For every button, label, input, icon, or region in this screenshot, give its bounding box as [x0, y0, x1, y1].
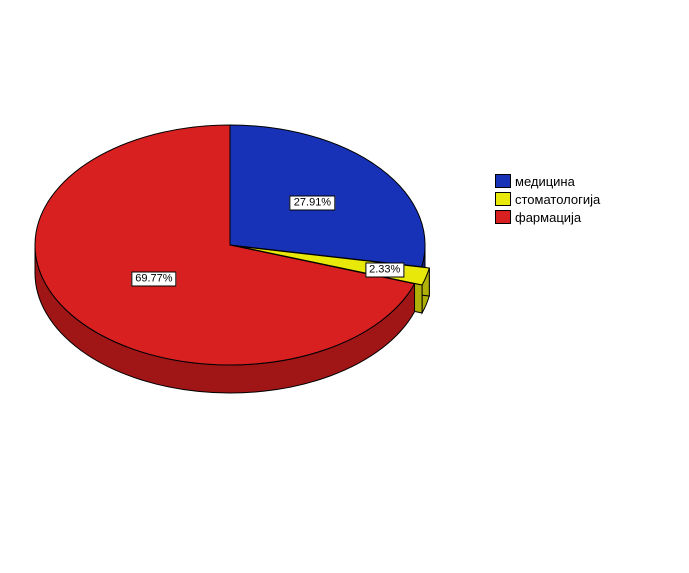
slice-label: 27.91%	[290, 195, 335, 210]
slice-label: 2.33%	[365, 262, 404, 277]
legend-swatch	[495, 210, 511, 224]
slice-label: 69.77%	[131, 271, 176, 286]
legend-swatch	[495, 174, 511, 188]
legend-item: стоматологија	[495, 190, 600, 208]
legend-label: фармација	[515, 210, 581, 225]
legend-label: медицина	[515, 174, 575, 189]
legend-item: медицина	[495, 172, 600, 190]
legend-swatch	[495, 192, 511, 206]
pie-chart-svg	[0, 0, 689, 573]
legend-item: фармација	[495, 208, 600, 226]
legend: медицина стоматологија фармација	[495, 172, 600, 226]
legend-label: стоматологија	[515, 192, 600, 207]
pie-chart-3d: 27.91% 2.33% 69.77% медицина стоматологија ф…	[0, 0, 689, 573]
